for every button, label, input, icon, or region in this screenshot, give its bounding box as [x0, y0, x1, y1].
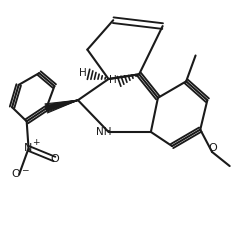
Text: O: O — [209, 144, 218, 154]
Text: O: O — [11, 169, 20, 179]
Text: +: + — [32, 138, 39, 147]
Text: H: H — [109, 75, 117, 85]
Text: O: O — [50, 154, 59, 164]
Text: N: N — [24, 144, 33, 154]
Text: NH: NH — [96, 127, 112, 137]
Text: −: − — [21, 165, 29, 174]
Text: H: H — [79, 68, 86, 78]
Polygon shape — [46, 100, 78, 111]
